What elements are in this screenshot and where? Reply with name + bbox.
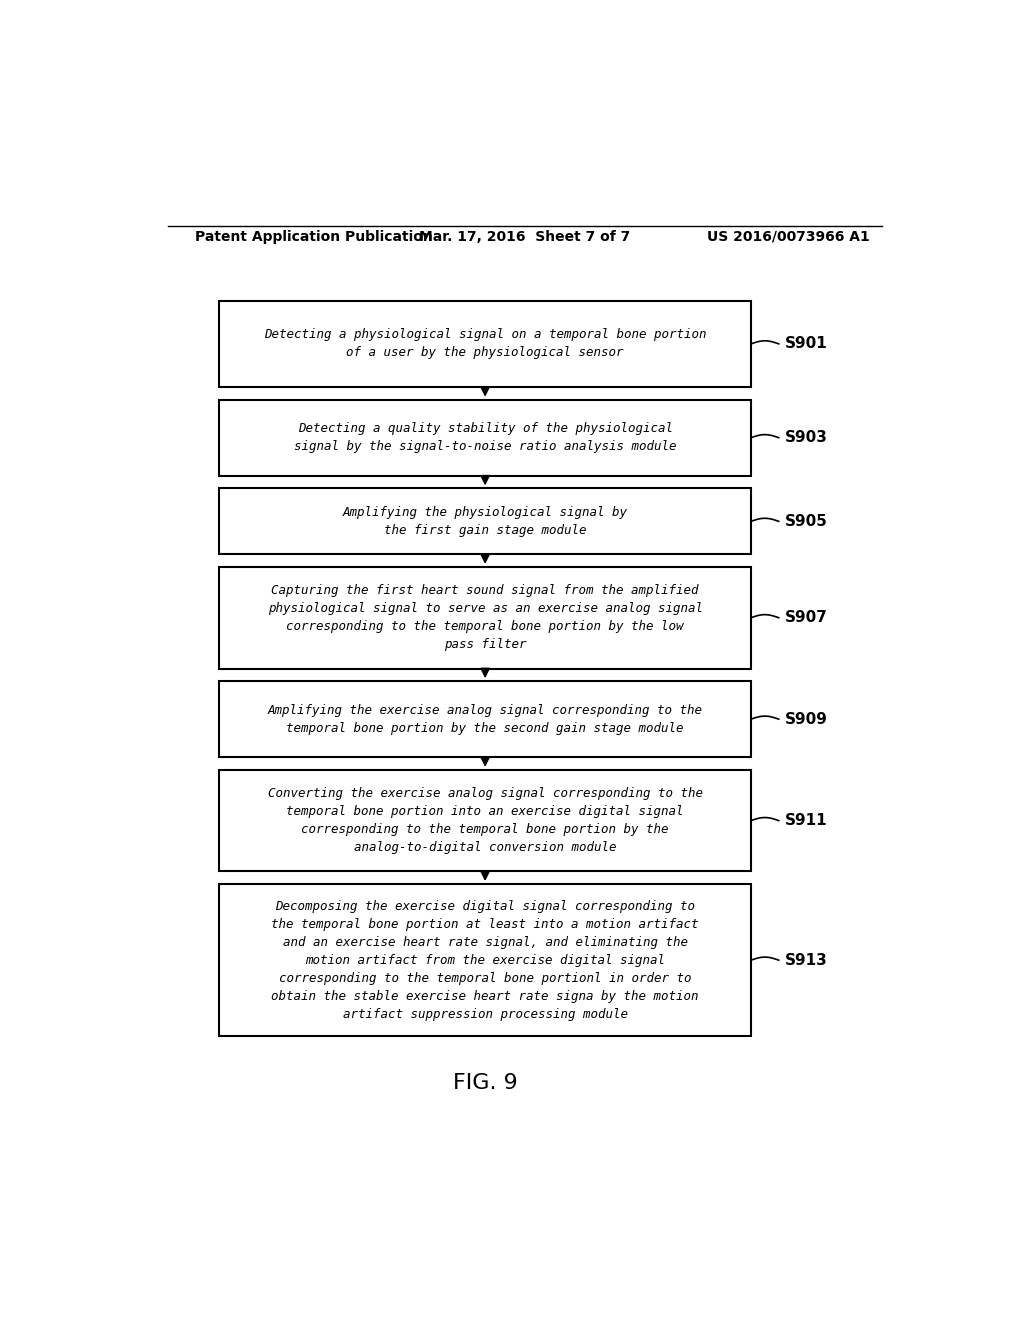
Text: S911: S911 (785, 813, 827, 828)
Bar (219, 566, 751, 668)
Text: US 2016/0073966 A1: US 2016/0073966 A1 (708, 230, 870, 244)
Bar (219, 770, 751, 871)
Text: FIG. 9: FIG. 9 (453, 1073, 517, 1093)
Text: S907: S907 (785, 610, 828, 626)
Bar (219, 681, 751, 758)
Text: Detecting a physiological signal on a temporal bone portion
of a user by the phy: Detecting a physiological signal on a te… (264, 329, 707, 359)
Text: Amplifying the physiological signal by
the first gain stage module: Amplifying the physiological signal by t… (343, 506, 628, 537)
Text: S909: S909 (785, 711, 828, 727)
Text: S903: S903 (785, 430, 828, 445)
Text: S901: S901 (785, 337, 827, 351)
Text: Patent Application Publication: Patent Application Publication (196, 230, 433, 244)
Text: Converting the exercise analog signal corresponding to the
temporal bone portion: Converting the exercise analog signal co… (267, 787, 702, 854)
Bar (219, 488, 751, 554)
Text: Decomposing the exercise digital signal corresponding to
the temporal bone porti: Decomposing the exercise digital signal … (271, 900, 698, 1020)
Bar (219, 884, 751, 1036)
Text: Detecting a quality stability of the physiological
signal by the signal-to-noise: Detecting a quality stability of the phy… (294, 422, 677, 453)
Bar (219, 400, 751, 475)
Text: S913: S913 (785, 953, 827, 968)
Text: Capturing the first heart sound signal from the amplified
physiological signal t: Capturing the first heart sound signal f… (267, 585, 702, 651)
Text: S905: S905 (785, 513, 828, 529)
Text: Amplifying the exercise analog signal corresponding to the
temporal bone portion: Amplifying the exercise analog signal co… (267, 704, 702, 735)
Text: Mar. 17, 2016  Sheet 7 of 7: Mar. 17, 2016 Sheet 7 of 7 (419, 230, 631, 244)
Bar (219, 301, 751, 387)
